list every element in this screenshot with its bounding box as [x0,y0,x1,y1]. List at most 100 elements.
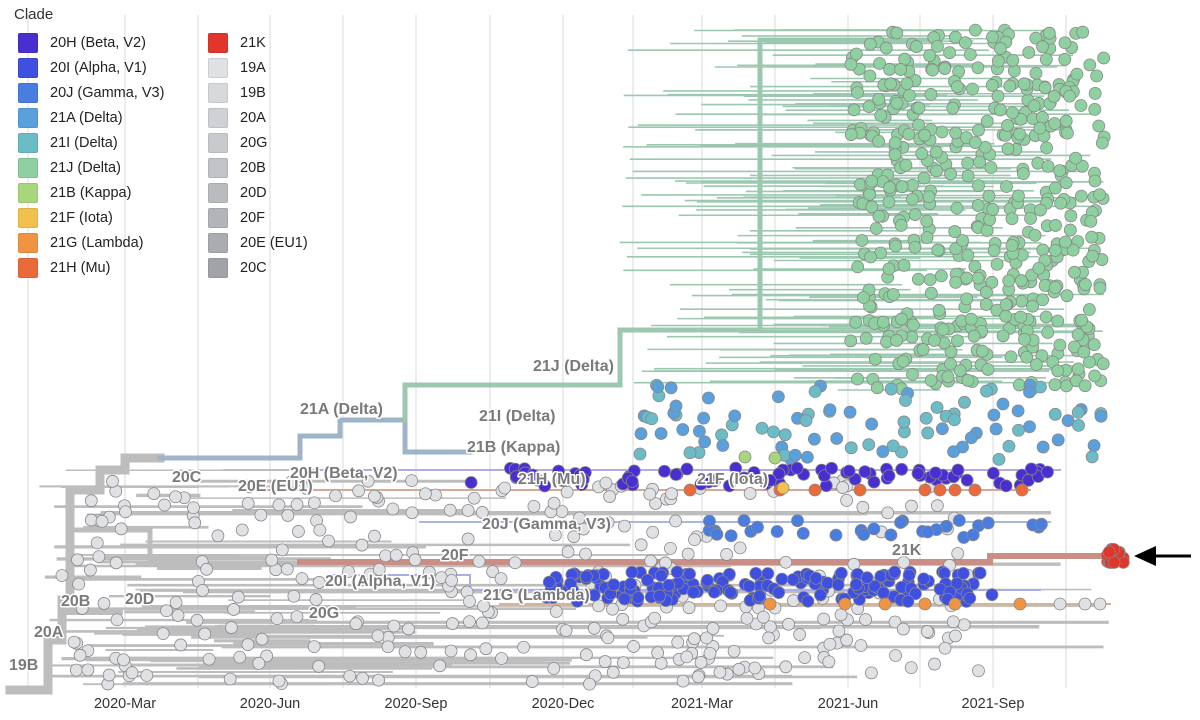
tree-tip [1048,243,1062,257]
tree-tip [996,397,1010,411]
tree-tip [1094,409,1108,423]
tree-tip [1024,462,1038,476]
tree-tip [888,615,902,629]
tree-tip [691,670,705,684]
tree-tip [944,167,957,181]
tree-tip [408,553,422,567]
tree-tip [75,602,89,615]
tree-tip [202,652,216,666]
tree-tip [984,161,998,174]
legend-item[interactable]: 20F [208,207,265,229]
tree-tip [343,669,357,683]
tree-tip [1034,517,1048,531]
legend-item[interactable]: 21G (Lambda) [18,232,144,254]
legend-label: 20F [240,210,265,226]
tree-tip [627,640,640,653]
tree-tip [653,589,666,603]
legend-label: 21A (Delta) [50,110,123,126]
tree-branch [157,417,473,461]
tree-tip [703,514,716,528]
legend-item[interactable]: 19B [208,82,266,104]
tree-tip [943,46,956,60]
tree-tip [561,545,575,559]
clade-label-21g: 21G (Lambda) [483,587,590,604]
tree-tip [981,363,995,376]
legend-item[interactable]: 20C [208,257,267,279]
legend-item[interactable]: 21B (Kappa) [18,182,131,204]
tree-branch [45,597,123,693]
tree-tip [140,669,154,682]
tree-tip [982,189,996,203]
tree-tip [947,413,961,427]
tree-tip [877,586,890,600]
tree-tip [1078,597,1092,611]
tree-tip [312,659,326,673]
legend-item[interactable]: 20B [208,157,266,179]
tree-tip [1084,215,1098,228]
legend-title: Clade [14,6,54,23]
legend-item[interactable]: 21A (Delta) [18,107,123,129]
tree-tip [682,601,696,615]
legend-item[interactable]: 20A [208,107,266,129]
legend-item[interactable]: 20G [208,132,267,154]
legend-item[interactable]: 20I (Alpha, V1) [18,57,147,79]
clade-label-20g: 20G [309,605,339,622]
tree-tip [476,616,489,630]
legend-item[interactable]: 21J (Delta) [18,157,121,179]
tree-tip [1033,203,1047,217]
tree-tip [888,148,902,161]
tree-tip [999,479,1013,493]
tree-tip [1041,465,1054,479]
tree-tip [949,629,962,643]
tree-tip [958,36,972,50]
tree-tip [755,421,769,435]
legend-item[interactable]: 21H (Mu) [18,257,110,279]
legend-swatch-icon [18,208,38,228]
tree-tip [919,411,933,425]
legend-item[interactable]: 20D [208,182,267,204]
tree-tip [872,92,886,106]
tree-tip [921,525,934,539]
tree-tip [687,585,700,599]
legend-item[interactable]: 20J (Gamma, V3) [18,82,164,104]
tree-tip [772,586,786,599]
tree-tip [625,475,639,488]
legend-item[interactable]: 21F (Iota) [18,207,113,229]
tree-tip [1085,450,1099,464]
legend-item[interactable]: 20H (Beta, V2) [18,32,146,54]
tree-tip [1013,597,1027,611]
clade-label-20e: 20E (EU1) [238,478,313,495]
tree-tip [648,611,662,625]
legend-label: 20J (Gamma, V3) [50,85,165,101]
tree-tip [966,82,979,96]
tree-tip [564,577,578,591]
legend-item[interactable]: 19A [208,57,266,79]
tree-tips[interactable] [55,23,1130,691]
tree-tip [1087,439,1101,452]
tree-tip [1001,142,1015,156]
tree-tip [947,445,960,458]
tree-tip [938,62,952,75]
tree-tip [387,619,401,633]
tree-tip [894,516,907,529]
tree-tip [950,577,964,590]
legend-item[interactable]: 21K [208,32,266,54]
tree-tip [196,584,209,597]
tree-tip [309,593,323,606]
tree-tip [1059,176,1073,190]
tree-branch [297,553,1118,565]
tree-tip [1015,483,1029,497]
tree-tip [223,672,237,686]
tree-tip [1069,151,1083,165]
tree-tip [658,464,671,478]
tree-tip [664,541,677,555]
tree-tip [909,587,922,601]
tree-tip [1054,196,1068,210]
legend-item[interactable]: 20E (EU1) [208,232,308,254]
tree-tip [1063,223,1077,237]
legend-item[interactable]: 21I (Delta) [18,132,118,154]
tree-tip [793,628,807,641]
tree-tip [254,508,268,522]
tree-tip [727,644,741,658]
